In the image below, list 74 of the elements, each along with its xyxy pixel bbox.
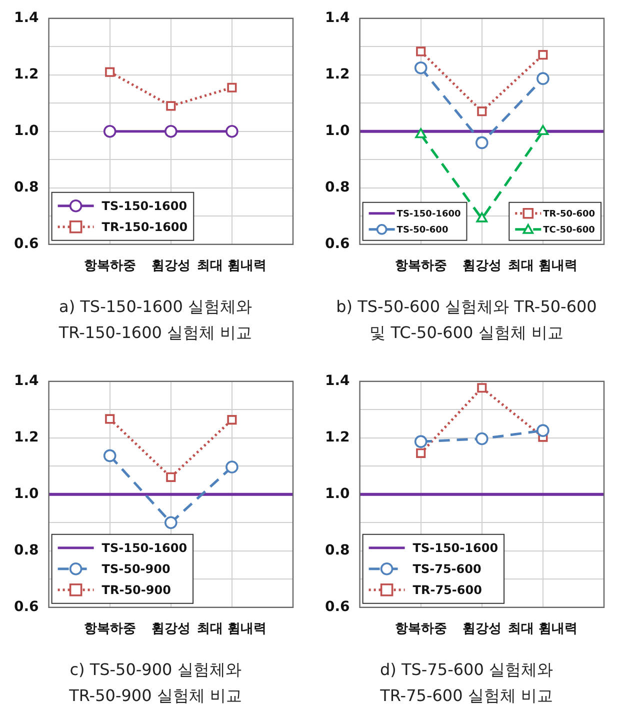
legend-label: TS-150-1600 — [102, 541, 188, 556]
text: b) TS-50-600 실험체와 TR-50-600 및 TC-50-600 실험체 비교 — [335, 296, 598, 344]
point — [166, 472, 176, 482]
y-tick-label: 1.0 — [14, 123, 40, 140]
point — [227, 82, 237, 92]
text: d) TS-75-600 실험체와 TR-75-600 실험체 비교 — [379, 659, 554, 707]
y-tick-label: 1.4 — [324, 373, 350, 390]
y-tick-label: 1.0 — [14, 486, 40, 502]
legend-label: TS-50-600 — [396, 226, 448, 236]
y-tick-label: 1.2 — [324, 66, 350, 83]
point — [476, 432, 488, 446]
point — [226, 125, 238, 138]
x-tick-label: 휨강성 — [151, 622, 190, 637]
point — [536, 424, 550, 437]
point — [477, 383, 487, 393]
y-tick-label: 1.4 — [14, 10, 40, 26]
legend-label: TR-150-1600 — [102, 220, 188, 234]
x-tick-label: 항복하중 — [394, 622, 447, 637]
point — [537, 125, 549, 136]
x-tick-label: 휨강성 — [462, 258, 502, 274]
point — [536, 72, 550, 85]
x-tick-label: 항복하중 — [84, 258, 136, 274]
point — [414, 435, 428, 448]
legend-label: TR-75-600 — [412, 583, 482, 598]
y-tick-label: 0.6 — [324, 236, 350, 252]
legend-label: TR-50-900 — [102, 583, 171, 598]
point — [226, 460, 238, 474]
legend-label: TS-150-1600 — [412, 541, 498, 556]
point — [105, 414, 115, 424]
x-tick-label: 항복하중 — [84, 622, 136, 637]
y-tick-label: 0.6 — [14, 236, 39, 252]
y-tick-label: 1.0 — [324, 486, 350, 502]
text: a) TS-150-1600 실험체와 TR-150-1600 실험체 비교 — [58, 296, 254, 344]
y-tick-label: 1.4 — [14, 373, 40, 390]
point — [227, 415, 237, 425]
point — [538, 50, 548, 60]
point — [476, 136, 488, 150]
y-tick-label: 1.2 — [324, 430, 350, 446]
point — [105, 67, 115, 77]
point — [416, 448, 426, 458]
y-tick-label: 0.8 — [324, 542, 350, 559]
legend-label: TR-50-600 — [543, 210, 596, 220]
y-tick-label: 1.4 — [324, 10, 350, 26]
x-tick-label: 휨강성 — [151, 258, 190, 274]
point — [414, 61, 428, 74]
legend-label: TS-50-900 — [102, 562, 170, 576]
point — [416, 46, 426, 56]
legend-label: TS-150-1600 — [102, 199, 188, 214]
y-tick-label: 0.8 — [14, 542, 39, 559]
y-tick-label: 1.2 — [14, 66, 39, 83]
text: c) TS-50-900 실험체와 TR-50-900 실험체 비교 — [68, 659, 243, 707]
x-tick-label: 휨강성 — [462, 622, 502, 637]
point — [166, 101, 176, 111]
x-tick-label: 항복하중 — [394, 258, 447, 274]
y-tick-label: 1.0 — [324, 123, 350, 140]
y-tick-label: 0.6 — [14, 599, 39, 616]
x-tick-label: 최대 휨내력 — [508, 622, 578, 637]
legend-label: TC-50-600 — [543, 226, 595, 236]
y-tick-label: 0.8 — [14, 180, 39, 196]
point — [415, 128, 427, 138]
x-tick-label: 최대 휨내력 — [197, 258, 267, 274]
legend-label: TS-75-600 — [412, 562, 482, 576]
x-tick-label: 최대 휨내력 — [508, 258, 578, 274]
point — [164, 516, 178, 530]
point — [477, 106, 487, 116]
legend-label: TS-150-1600 — [396, 210, 461, 220]
point — [103, 125, 116, 138]
point — [103, 449, 116, 462]
point — [476, 212, 488, 222]
point — [164, 125, 178, 138]
y-tick-label: 0.8 — [324, 180, 350, 196]
y-tick-label: 1.2 — [14, 430, 39, 446]
y-tick-label: 0.6 — [324, 599, 350, 616]
x-tick-label: 최대 휨내력 — [197, 622, 267, 637]
